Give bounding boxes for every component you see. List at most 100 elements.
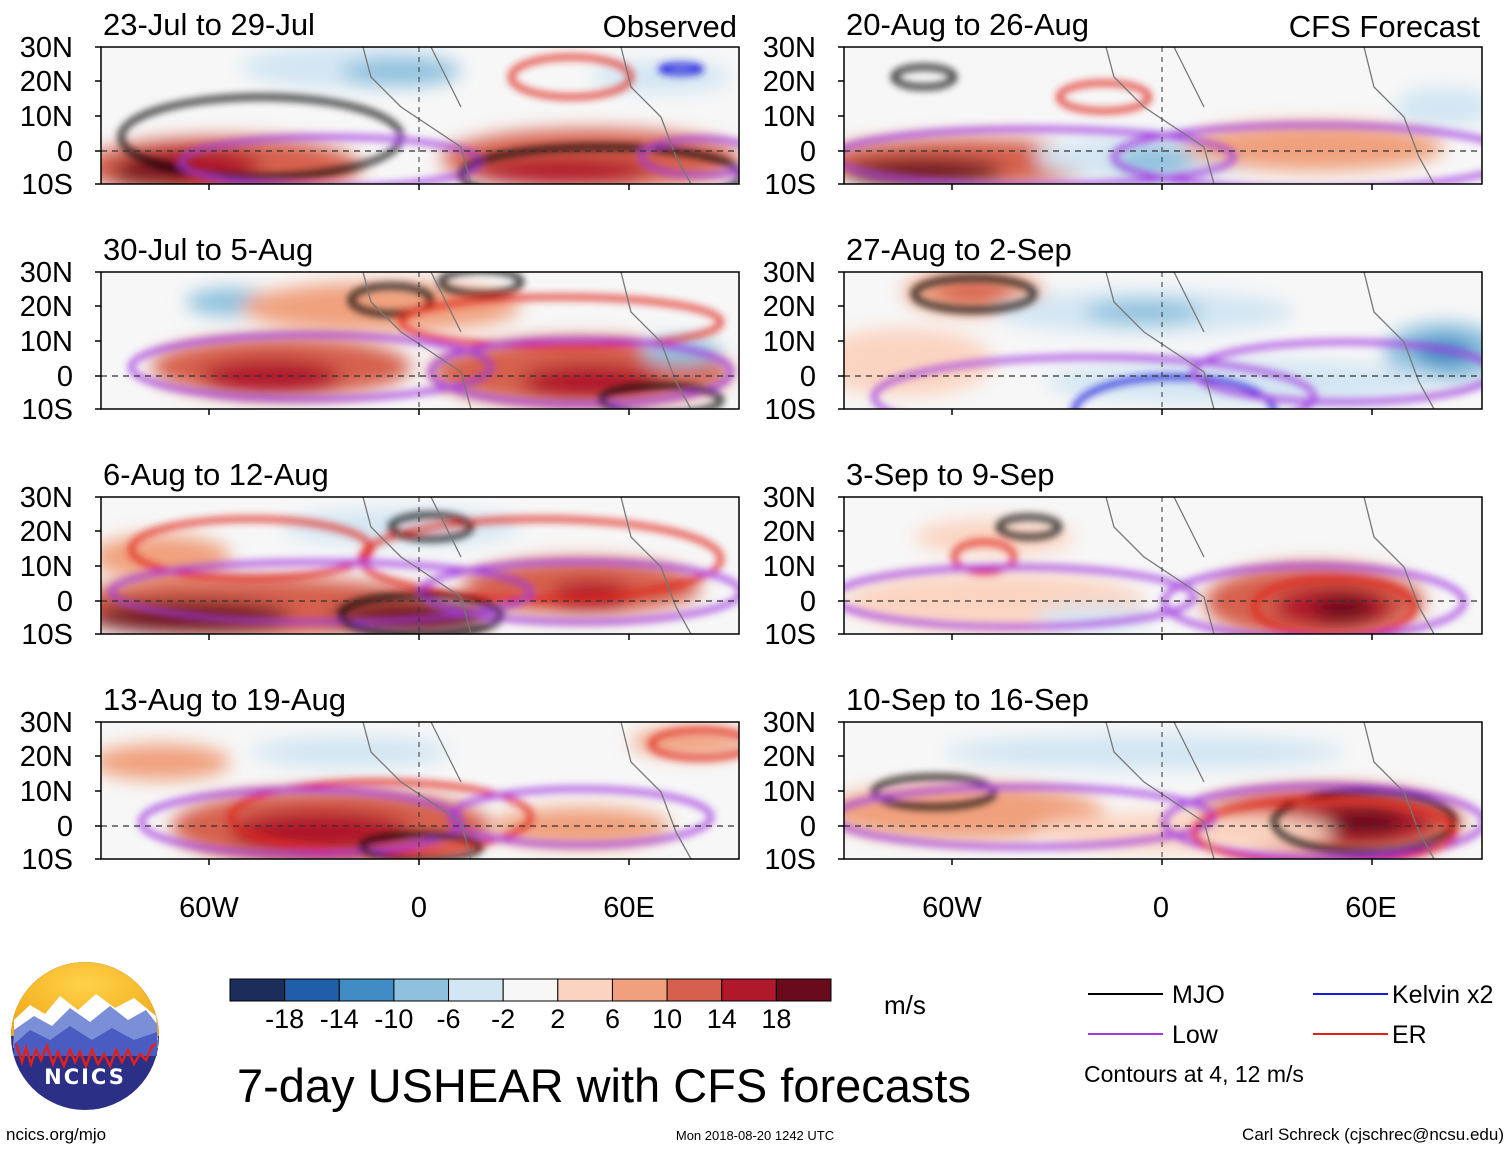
panel-field bbox=[844, 497, 1482, 634]
colorbar-swatch bbox=[448, 978, 504, 1002]
contour-low bbox=[871, 354, 1317, 409]
x-axis-right: 60W 0 60E bbox=[922, 892, 1397, 924]
colorbar-swatch bbox=[393, 978, 450, 1002]
colorbar-tick-label: -10 bbox=[374, 1004, 413, 1034]
shading-layer bbox=[101, 47, 739, 184]
panel-field bbox=[844, 272, 1482, 409]
y-tick-label: 20N bbox=[763, 741, 816, 773]
colorbar-swatch bbox=[775, 978, 832, 1002]
y-tick-label: 10S bbox=[21, 394, 73, 426]
x-tick-60w: 60W bbox=[922, 892, 982, 924]
coastline bbox=[362, 272, 692, 409]
colorbar-tick-label: -2 bbox=[491, 1004, 515, 1034]
panel-frame bbox=[100, 271, 740, 410]
contour-low bbox=[418, 559, 739, 625]
contour-mjo bbox=[338, 592, 504, 634]
y-tick-label: 30N bbox=[763, 707, 816, 739]
x-tick-0: 0 bbox=[1153, 892, 1169, 924]
shading-blob bbox=[251, 736, 451, 768]
x-axis-left: 60W 0 60E bbox=[179, 892, 655, 924]
y-tick-label: 0 bbox=[800, 586, 816, 618]
contour-er bbox=[1056, 80, 1152, 114]
contour-mjo bbox=[348, 283, 434, 317]
contour-mjo bbox=[871, 774, 997, 810]
contour-layer bbox=[128, 272, 734, 409]
panel-kind-label: CFS Forecast bbox=[1289, 9, 1481, 44]
contour-kel bbox=[658, 62, 704, 76]
contour-low bbox=[638, 136, 739, 178]
y-tick-label: 10N bbox=[763, 326, 816, 358]
shading-blob bbox=[471, 157, 651, 184]
y-tick-label: 20N bbox=[20, 66, 73, 98]
coastline bbox=[1105, 497, 1435, 634]
contour-mjo bbox=[598, 383, 724, 409]
panel-title: 20-Aug to 26-Aug bbox=[846, 7, 1089, 42]
coastline bbox=[362, 497, 692, 634]
y-tick-label: 30N bbox=[763, 482, 816, 514]
footer-url[interactable]: ncics.org/mjo bbox=[6, 1125, 106, 1144]
x-tick-0: 0 bbox=[411, 892, 427, 924]
coastline bbox=[1105, 47, 1435, 184]
colorbar-swatch bbox=[721, 978, 777, 1002]
panel-frame bbox=[843, 721, 1483, 860]
legend-er-label: ER bbox=[1392, 1021, 1427, 1049]
colorbar-tick-label: 10 bbox=[652, 1004, 682, 1034]
legend-low-label: Low bbox=[1172, 1021, 1219, 1049]
y-tick-label: 10S bbox=[764, 844, 816, 876]
y-tick-label: 10N bbox=[763, 551, 816, 583]
y-tick-label: 30N bbox=[20, 482, 73, 514]
colorbar-tick-label: 6 bbox=[605, 1004, 620, 1034]
x-tick-60e: 60E bbox=[1345, 892, 1397, 924]
contour-layer bbox=[844, 514, 1467, 634]
contour-low bbox=[1161, 563, 1467, 634]
shading-blob bbox=[1394, 87, 1482, 127]
colorbar-tick-label: 14 bbox=[707, 1004, 737, 1034]
contour-er bbox=[648, 727, 739, 761]
panel-field bbox=[101, 47, 739, 184]
contour-mjo bbox=[118, 94, 404, 180]
y-tick-label: 0 bbox=[800, 811, 816, 843]
shading-blob bbox=[551, 581, 631, 609]
contour-er bbox=[398, 294, 724, 350]
panel-field bbox=[844, 722, 1482, 859]
contour-mjo bbox=[438, 272, 524, 297]
x-tick-60e: 60E bbox=[603, 892, 655, 924]
colorbar-swatch bbox=[611, 978, 668, 1002]
contour-er bbox=[1251, 576, 1417, 634]
panel-frame bbox=[100, 721, 740, 860]
contour-layer bbox=[108, 512, 739, 634]
contour-low bbox=[1111, 122, 1482, 184]
shading-blob bbox=[1184, 123, 1444, 171]
y-tick-label: 30N bbox=[763, 32, 816, 64]
contour-low bbox=[1161, 783, 1482, 859]
contour-mjo bbox=[996, 514, 1062, 540]
colorbar-tick-label: -18 bbox=[265, 1004, 304, 1034]
contour-low bbox=[128, 332, 494, 402]
shading-blob bbox=[1084, 300, 1204, 324]
logo-text: NCICS bbox=[44, 1065, 126, 1089]
y-tick-label: 10N bbox=[20, 101, 73, 133]
contour-er bbox=[128, 516, 374, 582]
shading-blob bbox=[1314, 595, 1374, 623]
shading-layer bbox=[101, 728, 739, 859]
y-tick-label: 0 bbox=[800, 361, 816, 393]
contour-layer bbox=[118, 54, 739, 184]
colorbar-swatch bbox=[338, 978, 395, 1002]
y-tick-label: 30N bbox=[20, 257, 73, 289]
x-tick-60w: 60W bbox=[179, 892, 239, 924]
contour-mjo bbox=[1271, 789, 1457, 855]
y-tick-label: 10N bbox=[20, 551, 73, 583]
y-tick-label: 0 bbox=[57, 361, 73, 393]
panel-field bbox=[101, 497, 739, 634]
colorbar-swatch bbox=[229, 978, 286, 1002]
panel-title: 30-Jul to 5-Aug bbox=[103, 232, 313, 267]
contour-layer bbox=[871, 275, 1482, 409]
y-tick-label: 10N bbox=[20, 776, 73, 808]
contour-er bbox=[951, 539, 1017, 575]
contour-low bbox=[428, 337, 734, 407]
footer-timestamp: Mon 2018-08-20 1242 UTC bbox=[676, 1128, 834, 1143]
